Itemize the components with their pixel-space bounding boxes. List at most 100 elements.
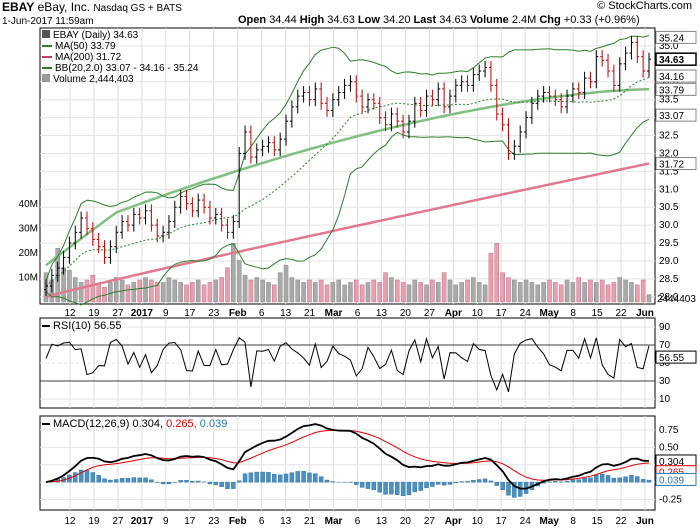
macd-histogram-bar	[184, 480, 189, 483]
macd-histogram-bar	[213, 481, 219, 486]
price-panel: 12 19 27 2017 9 17 23 Feb 6 13 21 Mar 6 13 20 27 Apr 10 17…	[19, 27, 697, 319]
macd-histogram-bar	[195, 480, 201, 483]
macd-histogram-bar	[447, 481, 453, 485]
macd-histogram-bar	[190, 481, 195, 483]
x-tick-label: 22	[615, 308, 627, 319]
volume-bar	[254, 277, 260, 303]
volume-bar	[406, 284, 412, 303]
x-tick-label: 20	[400, 308, 412, 319]
x-tick-label: Apr	[445, 308, 462, 319]
macd-histogram-bar	[108, 479, 113, 483]
macd-histogram-bar	[611, 477, 617, 483]
volume-bar	[640, 279, 646, 303]
x-tick-label: 6	[355, 308, 361, 319]
price-tag-label: 35.24	[659, 33, 684, 44]
volume-bar	[447, 279, 453, 303]
macd-histogram-bar	[283, 473, 289, 483]
x-tick-label: 13	[280, 308, 292, 319]
macd-histogram-bar	[564, 480, 570, 483]
volume-bar	[482, 284, 488, 303]
macd-histogram-bar	[114, 479, 119, 483]
x-tick-label: Mar	[325, 308, 343, 319]
rsi-last-tag: 56.55	[659, 353, 684, 364]
y-tick-label: 33.5	[659, 95, 679, 106]
volume-bar	[172, 279, 178, 303]
macd-histogram-bar	[412, 481, 418, 493]
x-tick-label: 10	[472, 516, 484, 527]
volume-bar	[160, 282, 166, 303]
macd-histogram-bar	[365, 481, 371, 489]
macd-panel: 12 19 27 2017 9 17 23 Feb 6 13 21 Mar 6 13 20 27 Apr 10 17…	[39, 415, 697, 527]
volume-bar	[272, 284, 277, 303]
volume-bar	[283, 265, 289, 303]
volume-bar	[96, 284, 101, 303]
volume-bar	[605, 284, 611, 303]
volume-bar	[611, 282, 617, 303]
volume-last-tag: 2444403	[657, 294, 696, 305]
macd-histogram-bar	[453, 481, 459, 484]
datetime: 1-Jun-2017 11:59am	[2, 16, 94, 27]
x-tick-label: 23	[208, 516, 220, 527]
y-tick-label: 35.0	[659, 41, 679, 52]
price-tag-box	[655, 69, 697, 83]
x-tick-label: 9	[163, 516, 169, 527]
volume-bar	[453, 284, 459, 303]
macd-last-box	[655, 472, 697, 486]
volume-bar	[594, 282, 599, 303]
ma50-line	[45, 88, 650, 267]
volume-bar	[201, 284, 207, 303]
volume-bar	[184, 284, 189, 303]
x-tick-label: 20	[400, 516, 412, 527]
volume-bar	[394, 279, 400, 303]
volume-value: 2.4M	[511, 14, 537, 26]
volume-bar	[547, 279, 552, 303]
ma200-line	[45, 162, 650, 299]
macd-histogram-bar	[406, 481, 412, 496]
macd-histogram-bar	[377, 481, 382, 493]
volume-bar	[599, 279, 605, 303]
volume-bar	[125, 284, 131, 303]
volume-bar	[389, 277, 394, 303]
volume-bar	[400, 282, 406, 303]
macd-histogram-bar	[73, 472, 78, 483]
volume-bar	[67, 269, 72, 303]
macd-tick-label: 0.75	[659, 425, 679, 436]
exchange: Nasdaq GS + BATS	[93, 3, 182, 14]
last-value: 34.63	[439, 14, 467, 26]
volume-bar	[646, 294, 652, 303]
volume-bar	[635, 284, 640, 303]
macd-histogram-bar	[494, 481, 500, 486]
volume-bar	[336, 279, 341, 303]
y-tick-label: 30.5	[659, 202, 679, 213]
volume-bar	[359, 284, 365, 303]
volume-bar	[318, 279, 324, 303]
macd-histogram-bar	[248, 472, 254, 483]
price-tag-box	[655, 157, 697, 170]
macd-histogram-bar	[313, 473, 318, 483]
volume-bar	[441, 272, 447, 303]
volume-bar	[90, 274, 96, 303]
legend-price: EBAY (Daily) 34.63	[42, 30, 198, 41]
macd-histogram-bar	[254, 471, 259, 483]
macd-histogram-bar	[354, 481, 359, 485]
volume-tick-label: 20M	[19, 248, 38, 259]
macd-histogram-bar	[430, 481, 435, 487]
x-tick-label: 10	[472, 308, 484, 319]
price-tag-box	[655, 30, 697, 44]
x-tick-label: 8	[570, 516, 576, 527]
rsi-tick-label: 70	[659, 340, 671, 351]
macd-histogram-bar	[324, 479, 330, 483]
volume-bar	[558, 284, 564, 303]
macd-histogram-bar	[371, 481, 377, 491]
price-tag-box	[655, 52, 697, 66]
volume-bar	[266, 282, 271, 303]
x-tick-label: 21	[304, 308, 316, 319]
volume-bar	[418, 282, 423, 303]
macd-histogram-bar	[512, 481, 517, 498]
macd-histogram-bar	[500, 481, 505, 490]
macd-histogram-bar	[260, 471, 265, 483]
macd-histogram-bar	[178, 480, 183, 483]
volume-bar	[541, 282, 546, 303]
x-tick-label: 15	[592, 308, 604, 319]
volume-bar	[629, 282, 634, 303]
